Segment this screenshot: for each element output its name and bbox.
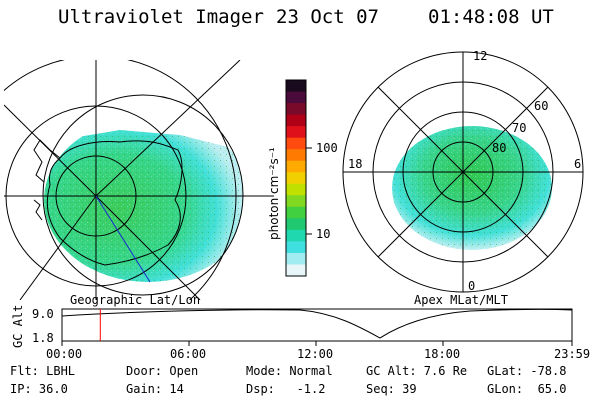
lat-label-80: 80 bbox=[492, 141, 506, 155]
timeline-axis-label: GC Alt bbox=[11, 305, 25, 348]
apex-grid bbox=[342, 51, 584, 293]
colorbar-swatches bbox=[286, 80, 306, 277]
colorbar-swatch bbox=[286, 241, 306, 254]
lat-label-60: 60 bbox=[534, 99, 548, 113]
status-glat: GLat: -78.8 bbox=[487, 364, 567, 378]
colorbar-frame bbox=[285, 79, 307, 277]
terminator-line bbox=[95, 195, 151, 283]
instrument-title: Ultraviolet Imager bbox=[58, 6, 264, 28]
altitude-curve bbox=[61, 308, 573, 339]
antarctica-coastline bbox=[46, 140, 183, 266]
geo-grid bbox=[4, 60, 274, 300]
colorbar-label-100: 100 bbox=[316, 141, 338, 155]
colorbar-swatch bbox=[286, 103, 306, 116]
colorbar-swatch bbox=[286, 195, 306, 208]
geo-meridian-sw bbox=[19, 195, 97, 300]
apex-map bbox=[342, 51, 584, 293]
status-door: Door: Open bbox=[126, 364, 199, 378]
status-glon: GLon: 65.0 bbox=[487, 382, 567, 396]
colorbar-swatch bbox=[286, 149, 306, 162]
mlt-label-12: 12 bbox=[473, 49, 487, 63]
colorbar-swatch bbox=[286, 80, 306, 93]
colorbar-swatch bbox=[286, 91, 306, 104]
colorbar: 100 10 photon cm⁻²s⁻¹ bbox=[267, 79, 338, 277]
colorbar-swatch bbox=[286, 160, 306, 173]
timeline-xtick-2: 12:00 bbox=[297, 347, 333, 361]
status-mode: Mode: Normal bbox=[246, 364, 333, 378]
observation-time: 01:48:08 UT bbox=[428, 6, 554, 28]
timeline-xtick-1: 06:00 bbox=[170, 347, 206, 361]
colorbar-swatch bbox=[286, 137, 306, 150]
colorbar-swatch bbox=[286, 183, 306, 196]
geo-map-label: Geographic Lat/Lon bbox=[70, 293, 200, 307]
mlt-label-0: 0 bbox=[468, 279, 475, 293]
apex-line-diag-2 bbox=[377, 86, 549, 258]
timeline-ytick-top: 9.0 bbox=[32, 307, 54, 321]
apex-aurora-image bbox=[392, 126, 552, 250]
colorbar-swatch bbox=[286, 114, 306, 127]
colorbar-unit-label: photon cm⁻²s⁻¹ bbox=[267, 147, 281, 240]
timeline-frame bbox=[61, 308, 573, 342]
timeline-xtick-4: 23:59 bbox=[554, 347, 590, 361]
mlt-label-6: 6 bbox=[574, 157, 581, 171]
status-dsp: Dsp: -1.2 bbox=[246, 382, 326, 396]
colorbar-swatch bbox=[286, 229, 306, 242]
timeline-xtick-3: 18:00 bbox=[424, 347, 460, 361]
colorbar-swatch bbox=[286, 264, 306, 277]
colorbar-label-10: 10 bbox=[316, 227, 330, 241]
colorbar-swatch bbox=[286, 218, 306, 231]
timeline-ytick-bottom: 1.8 bbox=[32, 331, 54, 345]
status-gain: Gain: 14 bbox=[126, 382, 184, 396]
colorbar-swatch bbox=[286, 172, 306, 185]
geo-meridian-se bbox=[95, 195, 201, 300]
peninsula-coastline bbox=[33, 139, 61, 183]
status-gc-alt: GC Alt: 7.6 Re bbox=[366, 364, 468, 378]
timeline-xtick-0: 00:00 bbox=[46, 347, 82, 361]
geo-aurora-image bbox=[43, 95, 243, 295]
colorbar-swatch bbox=[286, 252, 306, 265]
apex-map-label: Apex MLat/MLT bbox=[414, 293, 508, 307]
status-ip: IP: 36.0 bbox=[10, 382, 68, 396]
geo-meridian-ne bbox=[95, 60, 241, 197]
observation-date: 23 Oct 07 bbox=[276, 6, 379, 28]
altitude-timeline: 9.0 1.8 GC Alt 00:00 06:00 12:00 18:00 2… bbox=[11, 305, 590, 361]
geo-outer-circle bbox=[42, 94, 244, 296]
status-seq: Seq: 39 bbox=[366, 382, 417, 396]
colorbar-swatch bbox=[286, 206, 306, 219]
colorbar-swatch bbox=[286, 126, 306, 139]
mlt-label-18: 18 bbox=[348, 157, 362, 171]
lat-label-70: 70 bbox=[512, 121, 526, 135]
geographic-map bbox=[4, 60, 274, 300]
status-filter: Flt: LBHL bbox=[10, 364, 76, 378]
